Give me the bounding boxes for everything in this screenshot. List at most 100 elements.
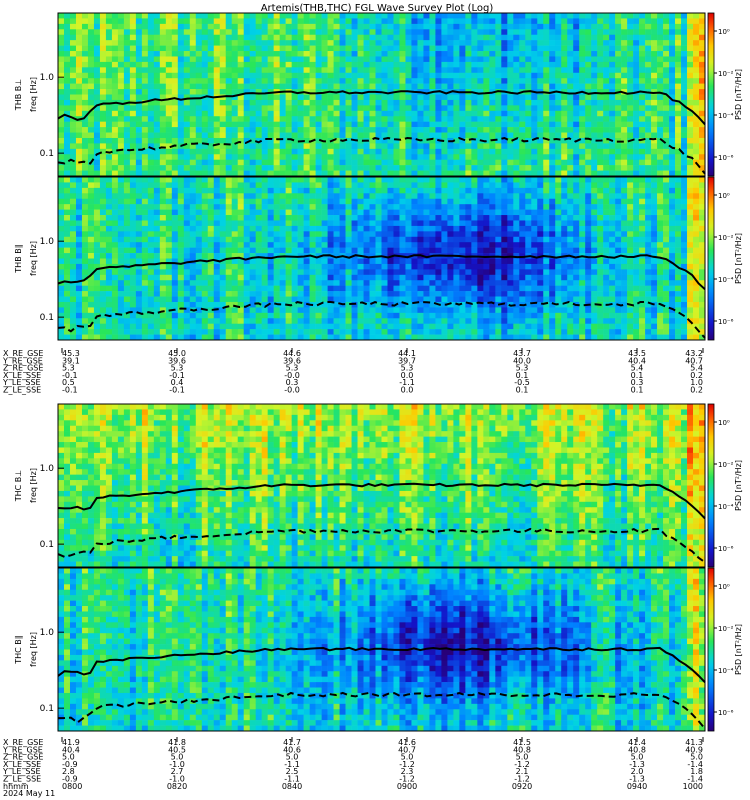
orbit-row-label: X_LE_SSE	[3, 760, 41, 769]
thb-orbit-axis: X_RE_GSE 45.3 45.0 44.6 44.1 43.7 43.5 43.2 Y_RE…	[2, 348, 704, 395]
orbit-value: 1.0	[690, 378, 703, 387]
colorbar-tick-label: 10⁻²	[718, 234, 734, 242]
y-tick-label: 0.1	[40, 704, 54, 714]
lower-trace-line	[57, 691, 706, 730]
orbit-value: 41.6	[398, 738, 416, 747]
orbit-value: -1.3	[629, 775, 645, 784]
orbit-value: 5.3	[401, 364, 414, 373]
orbit-value: 40.4	[628, 356, 646, 365]
orbit-value: 40.7	[685, 356, 703, 365]
panel-frame	[57, 12, 706, 177]
orbit-value: 0.2	[690, 386, 703, 395]
orbit-value: -1.4	[687, 760, 703, 769]
colorbar-tick-label: 10⁰	[718, 419, 730, 427]
panel-frame	[57, 567, 706, 732]
orbit-value: 2.5	[286, 767, 299, 776]
orbit-value: 0.3	[631, 378, 644, 387]
orbit-value: 5.0	[401, 753, 414, 762]
orbit-value: 0.1	[631, 386, 644, 395]
panel-thc-bpar: 1.0 0.1 THC B∥ freq [Hz] 10⁰ 10⁻² 10⁻⁴ 10⁻⁶ PSD …	[14, 567, 743, 732]
panel-yunit: freq [Hz]	[29, 77, 38, 112]
y-tick-label: 1.0	[40, 464, 55, 474]
orbit-value: -0.5	[514, 378, 530, 387]
colorbar-label: PSD [nT²/Hz]	[734, 460, 743, 511]
upper-trace-line	[57, 90, 706, 126]
orbit-value: 0900	[397, 782, 417, 791]
colorbar-tick-label: 10⁻⁶	[718, 318, 734, 326]
orbit-value: -0.1	[62, 386, 78, 395]
orbit-value: -1.0	[169, 775, 185, 784]
orbit-value: 1000	[683, 782, 703, 791]
orbit-value: 0.1	[516, 371, 529, 380]
colorbar-tick-label: 10⁻⁴	[718, 276, 734, 284]
orbit-value: 0.1	[516, 386, 529, 395]
orbit-value: 5.4	[631, 364, 644, 373]
orbit-row-label: X_RE_GSE	[3, 738, 43, 747]
date-label: 2024 May 11	[3, 789, 55, 798]
colorbar-label: PSD [nT²/Hz]	[734, 233, 743, 284]
orbit-value: 5.0	[690, 753, 703, 762]
orbit-value: -1.4	[687, 775, 703, 784]
orbit-value: -1.2	[514, 775, 530, 784]
colorbar-tick-label: 10⁻²	[718, 461, 734, 469]
colorbar-tick-label: 10⁻⁴	[718, 667, 734, 675]
orbit-value: -0.1	[62, 371, 78, 380]
orbit-value: 5.0	[516, 753, 529, 762]
colorbar	[707, 12, 715, 177]
y-tick-label: 1.0	[40, 628, 55, 638]
orbit-value: 40.8	[628, 745, 646, 754]
colorbar-tick-label: 10⁻²	[718, 70, 734, 78]
orbit-row-label: hhmm	[3, 782, 29, 791]
orbit-value: 45.0	[168, 349, 186, 358]
spectrogram-cells	[58, 177, 706, 341]
colorbar-label: PSD [nT²/Hz]	[734, 624, 743, 675]
orbit-value: -1.1	[399, 378, 415, 387]
orbit-value: 5.0	[631, 753, 644, 762]
orbit-value: 0.0	[401, 371, 414, 380]
panel-thb-bpar: 1.0 0.1 THB B∥ freq [Hz] 10⁰ 10⁻² 10⁻⁴ 10⁻⁶ PSD …	[14, 176, 743, 341]
orbit-row-label: X_RE_GSE	[3, 349, 43, 358]
orbit-value: 5.0	[171, 753, 184, 762]
orbit-value: -0.9	[62, 760, 78, 769]
orbit-value: 5.4	[690, 364, 703, 373]
orbit-value: 0800	[62, 782, 82, 791]
colorbar-tick-label: 10⁰	[718, 583, 730, 591]
spectrogram-cells	[58, 568, 706, 732]
orbit-value: 0.3	[286, 378, 299, 387]
orbit-value: 40.0	[513, 356, 531, 365]
orbit-value: 2.3	[401, 767, 414, 776]
spectrogram-cells	[58, 13, 706, 177]
orbit-value: 0840	[282, 782, 302, 791]
spectrogram-panels: 1.0 0.1 THB B⊥ freq [Hz] 10⁰ 10⁻² 10⁻⁴ 10⁻⁶ PSD …	[14, 12, 743, 732]
y-tick-label: 0.1	[40, 540, 54, 550]
colorbar-tick-label: 10⁻⁴	[718, 112, 734, 120]
orbit-value: 5.3	[286, 364, 299, 373]
panel-ylabel: THB B⊥	[14, 79, 23, 111]
orbit-value: 0940	[627, 782, 647, 791]
orbit-value: -1.0	[169, 760, 185, 769]
orbit-value: 0.1	[631, 371, 644, 380]
orbit-value: 0920	[512, 782, 532, 791]
orbit-row-label: Y_LE_SSE	[2, 767, 41, 776]
panel-frame	[57, 176, 706, 341]
orbit-value: -1.1	[284, 760, 300, 769]
orbit-row-label: Z_RE_GSE	[3, 364, 43, 373]
orbit-value: 44.6	[283, 349, 301, 358]
orbit-value: 1.8	[690, 767, 703, 776]
orbit-value: 41.4	[628, 738, 646, 747]
orbit-value: -1.3	[629, 760, 645, 769]
y-tick-label: 1.0	[40, 237, 55, 247]
orbit-value: 0.4	[171, 378, 184, 387]
orbit-value: 44.1	[398, 349, 416, 358]
orbit-value: 2.1	[516, 767, 529, 776]
colorbar-tick-label: 10⁻⁶	[718, 154, 734, 162]
orbit-row-label: Y_RE_GSE	[2, 356, 43, 365]
orbit-value: 5.0	[62, 753, 75, 762]
orbit-value: -0.9	[62, 775, 78, 784]
panel-yunit: freq [Hz]	[29, 468, 38, 503]
panel-frame	[57, 403, 706, 568]
orbit-value: 0820	[167, 782, 187, 791]
orbit-value: -1.2	[399, 760, 415, 769]
orbit-value: 41.9	[62, 738, 80, 747]
